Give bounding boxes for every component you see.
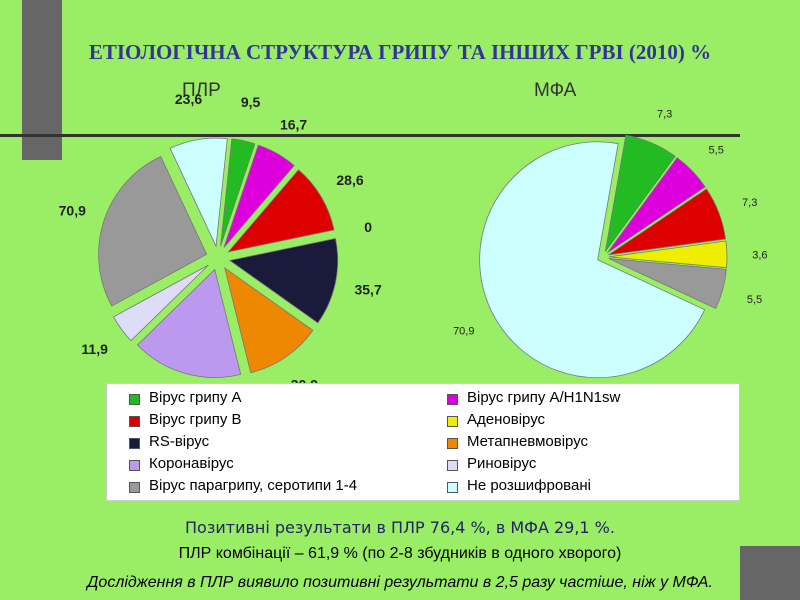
- data-label: 16,7: [280, 117, 307, 133]
- legend-swatch: [129, 438, 140, 449]
- pie-slice: [112, 264, 209, 342]
- pie-slice: [608, 240, 728, 269]
- ifa-chart-title: МФА: [534, 80, 577, 101]
- data-label: 3,6: [752, 250, 767, 262]
- note-positive-results: Позитивні результати в ПЛР 76,4 %, в МФА…: [185, 518, 615, 537]
- legend-label: Вірус грипу А/H1N1sw: [467, 389, 621, 406]
- pie-slice: [98, 155, 208, 307]
- pie-slice: [169, 137, 228, 248]
- data-label: 70,9: [59, 202, 86, 218]
- legend-swatch: [129, 460, 140, 471]
- legend-swatch: [129, 416, 140, 427]
- legend-label: Аденовірус: [467, 411, 546, 428]
- legend-swatch: [447, 416, 458, 427]
- pie-slice: [223, 144, 295, 248]
- decor-square-bottom: [740, 546, 800, 600]
- data-label: 11,9: [81, 341, 108, 357]
- pie-slice: [136, 268, 242, 378]
- pie-slice: [608, 188, 726, 256]
- note-conclusion: Дослідження в ПЛР виявило позитивні резу…: [87, 574, 713, 591]
- decor-line: [0, 134, 740, 137]
- data-label: 9,5: [241, 94, 261, 110]
- pie-slice: [227, 169, 335, 253]
- legend-swatch: [447, 438, 458, 449]
- pie-slice: [224, 266, 314, 374]
- data-label: 23,6: [175, 91, 202, 107]
- legend-swatch: [447, 394, 458, 405]
- legend-label: Метапневмовірус: [467, 433, 589, 450]
- pie-slice: [479, 141, 706, 379]
- pie-slice: [220, 138, 256, 247]
- legend-label: Вірус парагрипу, серотипи 1-4: [149, 477, 358, 494]
- legend-label: RS-вірус: [149, 433, 210, 450]
- pcr-chart-title: ПЛР: [182, 80, 221, 101]
- legend-label: Вірус грипу А: [149, 389, 242, 406]
- data-label: 28,6: [336, 172, 363, 188]
- legend-label: Вірус грипу В: [149, 411, 242, 428]
- data-label: 35,7: [354, 281, 381, 297]
- pie-slice: [607, 157, 706, 254]
- legend-label: Коронавірус: [149, 455, 234, 472]
- data-label: 7,3: [657, 109, 672, 121]
- data-label: 0: [364, 219, 372, 235]
- legend-swatch: [129, 394, 140, 405]
- legend-label: Не розшифровані: [467, 477, 591, 494]
- data-label: 7,3: [742, 197, 757, 209]
- pie-slice: [604, 134, 676, 252]
- legend-swatch: [129, 482, 140, 493]
- decor-square-top: [22, 0, 62, 160]
- data-label: 5,5: [747, 294, 762, 306]
- data-label: 5,5: [709, 144, 724, 156]
- page-title: ЕТІОЛОГІЧНА СТРУКТУРА ГРИПУ ТА ІНШИХ ГРВ…: [88, 40, 712, 64]
- note-pcr-combinations: ПЛР комбінації – 61,9 % (по 2-8 збудникі…: [178, 545, 622, 562]
- data-label: 70,9: [453, 325, 474, 337]
- legend-label: Риновірус: [467, 455, 537, 472]
- legend-swatch: [447, 482, 458, 493]
- pie-slice: [228, 238, 339, 324]
- chart-legend: Вірус грипу А Вірус грипу А/H1N1sw Вірус г…: [106, 383, 740, 501]
- legend-swatch: [447, 460, 458, 471]
- pie-slice: [608, 258, 727, 309]
